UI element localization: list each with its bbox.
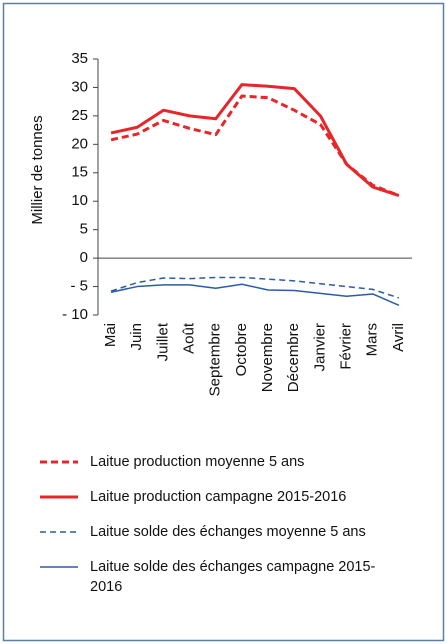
y-tick-label: 30	[71, 78, 88, 95]
y-tick-label: 10	[71, 192, 88, 209]
x-tick-label: Décembre	[285, 323, 302, 392]
x-tick-label: Avril	[390, 323, 407, 352]
y-tick-label: - 5	[70, 278, 88, 295]
x-tick-label: Février	[338, 323, 355, 370]
y-axis-label: Millier de tonnes	[29, 115, 46, 224]
series-line	[110, 276, 400, 299]
x-tick-label: Mai	[102, 323, 119, 347]
x-tick-label: Octobre	[233, 323, 250, 376]
legend-swatch	[40, 460, 78, 464]
x-tick-label: Juillet	[154, 322, 171, 361]
legend-entry: Laitue production campagne 2015-2016	[38, 487, 438, 507]
legend-entry: Laitue solde des échanges campagne 2015-…	[38, 557, 438, 597]
legend-entry: Laitue production moyenne 5 ans	[38, 452, 438, 472]
legend-swatch	[40, 566, 78, 568]
legend-swatch	[40, 531, 78, 533]
y-tick-label: 15	[71, 164, 88, 181]
legend: Laitue production moyenne 5 ans Laitue pr…	[38, 452, 438, 612]
y-tick-label: 35	[71, 50, 88, 67]
legend-swatch	[40, 495, 78, 499]
x-tick-label: Août	[181, 322, 198, 354]
x-tick-label: Septembre	[207, 323, 224, 396]
legend-label: Laitue solde des échanges campagne 2015-…	[90, 559, 376, 595]
x-tick-label: Janvier	[311, 323, 328, 371]
legend-label: Laitue solde des échanges moyenne 5 ans	[90, 524, 366, 540]
x-tick-label: Juin	[128, 323, 145, 351]
y-tick-label: 5	[80, 221, 88, 238]
legend-label: Laitue production moyenne 5 ans	[90, 454, 305, 470]
legend-label: Laitue production campagne 2015-2016	[90, 489, 347, 505]
series-line	[110, 83, 400, 197]
x-tick-label: Novembre	[259, 323, 276, 392]
y-tick-label: - 10	[62, 306, 88, 323]
y-tick-label: 0	[80, 249, 88, 266]
series-line	[110, 94, 400, 197]
series-line	[110, 283, 400, 307]
y-tick-label: 25	[71, 107, 88, 124]
y-tick-label: 20	[71, 135, 88, 152]
legend-entry: Laitue solde des échanges moyenne 5 ans	[38, 522, 438, 542]
x-tick-label: Mars	[364, 323, 381, 356]
